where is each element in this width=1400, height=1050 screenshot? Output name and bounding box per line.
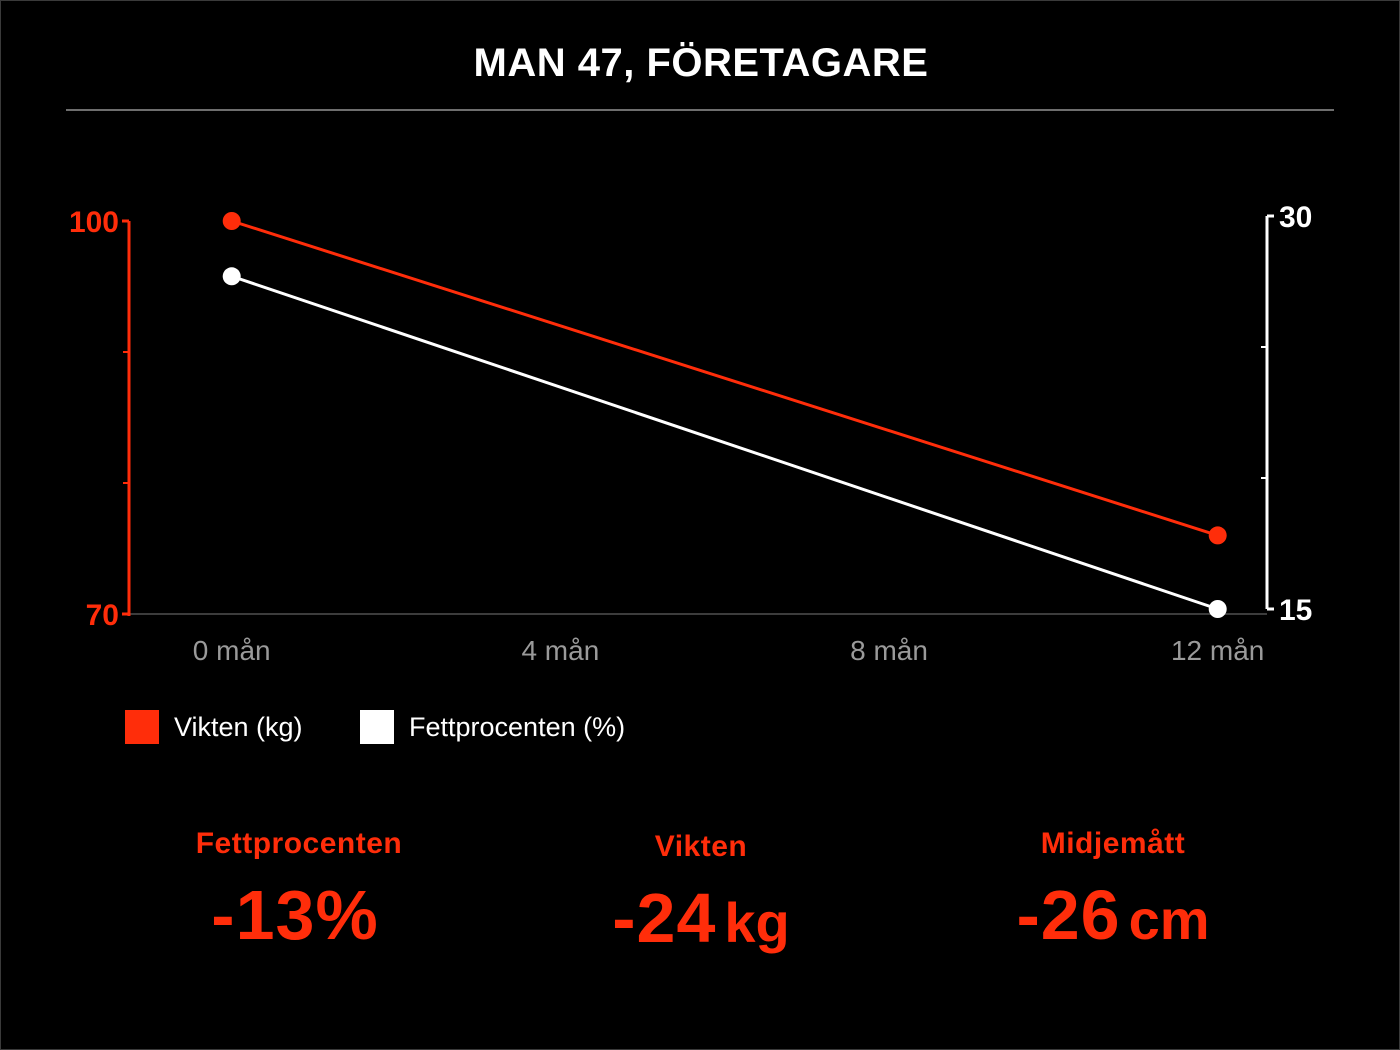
stat-waist: Midjemått -26 cm bbox=[893, 827, 1333, 955]
chart-series bbox=[222, 212, 1227, 618]
legend-label-fat: Fettprocenten (%) bbox=[409, 711, 626, 742]
stat-value: -13% bbox=[211, 876, 379, 954]
stat-label: Fettprocenten bbox=[195, 827, 403, 860]
stat-unit: kg bbox=[724, 891, 790, 954]
legend-item-weight: Vikten (kg) bbox=[125, 709, 303, 745]
page-title: MAN 47, FÖRETAGARE bbox=[473, 41, 929, 85]
chart-labels: 70 100 15 30 0 mån 4 mån 8 mån 12 mån bbox=[69, 201, 1312, 666]
data-point-weight bbox=[1208, 526, 1227, 545]
data-point-fat bbox=[1208, 600, 1227, 618]
x-tick-label: 4 mån bbox=[521, 635, 599, 666]
y-right-tick-label: 30 bbox=[1279, 201, 1312, 234]
data-point-fat bbox=[222, 267, 241, 286]
title-divider bbox=[66, 109, 1334, 111]
series-line-weight bbox=[231, 219, 1219, 537]
y-right-tick-label: 15 bbox=[1279, 594, 1312, 627]
x-tick-label: 8 mån bbox=[850, 635, 928, 666]
stat-fat-percentage: Fettprocenten -13% bbox=[79, 827, 519, 955]
legend-label-weight: Vikten (kg) bbox=[174, 711, 303, 742]
legend-item-fat: Fettprocenten (%) bbox=[360, 709, 625, 745]
legend-swatch-fat bbox=[360, 710, 394, 744]
stat-value: -26 bbox=[1016, 876, 1121, 954]
chart-axes bbox=[122, 214, 1274, 616]
data-point-weight bbox=[222, 212, 241, 230]
x-tick-label: 0 mån bbox=[193, 635, 271, 666]
x-tick-label: 12 mån bbox=[1171, 635, 1264, 666]
stat-value: -24 bbox=[612, 879, 717, 957]
legend-swatch-weight bbox=[125, 710, 159, 744]
stat-unit: cm bbox=[1128, 888, 1210, 951]
series-line-fat bbox=[231, 274, 1219, 611]
y-left-tick-label: 70 bbox=[86, 599, 119, 632]
stat-weight: Vikten -24 kg bbox=[481, 830, 921, 958]
line-chart: 70 100 15 30 0 mån 4 mån 8 mån 12 mån bbox=[69, 201, 1312, 666]
stat-label: Vikten bbox=[654, 830, 748, 863]
y-left-tick-label: 100 bbox=[69, 206, 119, 239]
stat-label: Midjemått bbox=[1040, 827, 1186, 860]
